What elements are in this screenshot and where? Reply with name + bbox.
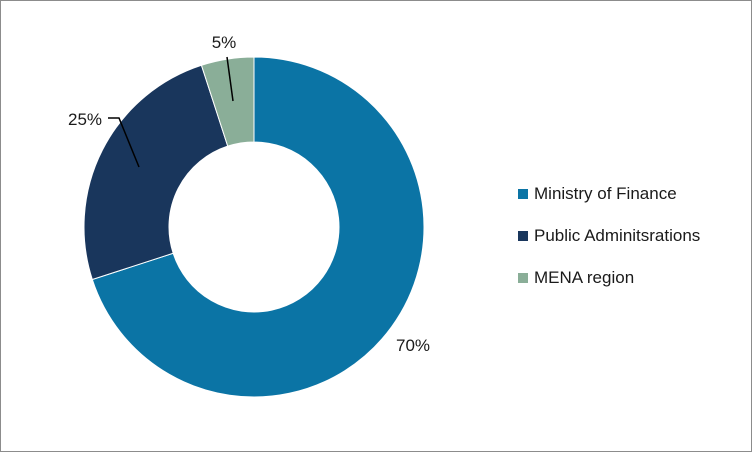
legend-item-ministry-of-finance: Ministry of Finance [518,173,700,215]
data-label: 25% [68,110,102,129]
legend-item-mena-region: MENA region [518,257,700,299]
data-label: 5% [212,33,237,52]
legend-label: MENA region [534,268,635,287]
legend-label: Public Adminitsrations [534,226,701,245]
legend-swatch [518,231,528,241]
slice-mena-region [200,56,255,147]
legend-label: Ministry of Finance [534,184,677,203]
legend-swatch [518,189,528,199]
slice-public-adminitsrations [83,64,229,281]
leader-line [226,56,234,102]
data-label: 70% [396,336,430,355]
slice-ministry-of-finance [91,56,425,398]
legend-item-public-administrations: Public Adminitsrations [518,215,700,257]
legend-swatch [518,273,528,283]
leader-line [108,117,140,168]
legend: Ministry of Finance Public Adminitsratio… [518,173,700,299]
